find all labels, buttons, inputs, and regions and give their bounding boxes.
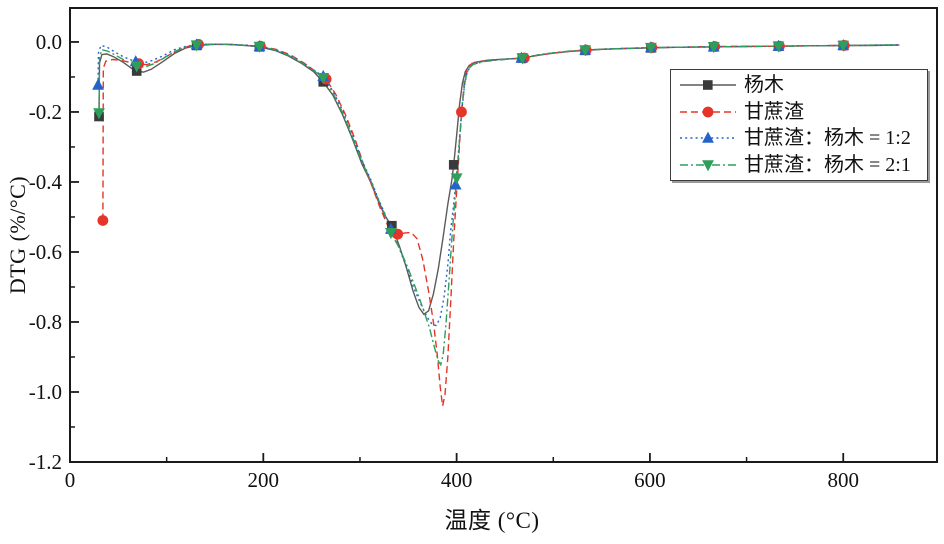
y-tick-label: -1.0 <box>29 380 62 404</box>
marker-triangle-down <box>317 72 330 85</box>
y-tick-label: 0.0 <box>36 30 62 54</box>
marker-circle <box>97 215 109 226</box>
legend-label: 杨木 <box>744 74 784 97</box>
legend-label: 甘蔗渣 <box>744 100 804 123</box>
legend-line-sample <box>680 160 736 172</box>
y-axis-title: DTG (%/°C) <box>5 175 30 295</box>
legend-label: 甘蔗渣：杨木 = 2:1 <box>744 153 911 176</box>
legend-item: 甘蔗渣：杨木 = 2:1 <box>679 152 923 178</box>
legend-item: 甘蔗渣：杨木 = 1:2 <box>679 125 923 151</box>
marker-triangle-down <box>837 40 850 52</box>
y-tick-label: -0.8 <box>29 310 62 334</box>
x-tick-label: 0 <box>65 468 76 492</box>
y-tick-label: -0.4 <box>29 170 63 194</box>
marker-square <box>448 160 459 170</box>
legend: 杨木甘蔗渣甘蔗渣：杨木 = 1:2 甘蔗渣：杨木 = 2:1 <box>670 69 928 181</box>
x-tick-label: 200 <box>248 468 280 492</box>
legend-item: 杨木 <box>679 72 923 98</box>
marker-triangle-up <box>449 178 462 190</box>
marker-circle <box>456 106 467 118</box>
marker-triangle-down <box>516 53 529 65</box>
legend-item: 甘蔗渣 <box>679 99 923 125</box>
x-axis-title: 温度 (°C) <box>444 508 540 533</box>
y-tick-label: -0.2 <box>29 100 62 124</box>
marker-triangle-down <box>772 41 785 53</box>
marker-triangle-down <box>190 40 203 52</box>
x-tick-label: 600 <box>634 468 666 492</box>
legend-line-sample <box>680 131 736 143</box>
marker-triangle-down <box>579 45 592 57</box>
triangle-up-icon <box>702 131 714 143</box>
circle-icon <box>702 106 714 118</box>
y-tick-label: -0.6 <box>29 240 62 264</box>
marker-triangle-down <box>253 41 266 53</box>
triangle-down-icon <box>702 160 714 172</box>
plot-border <box>69 7 938 463</box>
marker-triangle-down <box>644 42 657 54</box>
square-icon <box>703 80 713 91</box>
marker-triangle-down <box>707 42 720 54</box>
x-tick-label: 800 <box>827 468 859 492</box>
marker-triangle-down <box>450 173 463 185</box>
x-tick-label: 400 <box>441 468 473 492</box>
legend-label: 甘蔗渣：杨木 = 1:2 <box>744 127 911 150</box>
y-tick-label: -1.2 <box>29 450 62 474</box>
legend-line-sample <box>680 106 736 118</box>
marker-triangle-down <box>93 108 105 120</box>
marker-triangle-down <box>130 61 143 73</box>
marker-triangle-up <box>92 78 104 90</box>
legend-line-sample <box>680 80 736 91</box>
marker-triangle-down <box>384 228 397 240</box>
